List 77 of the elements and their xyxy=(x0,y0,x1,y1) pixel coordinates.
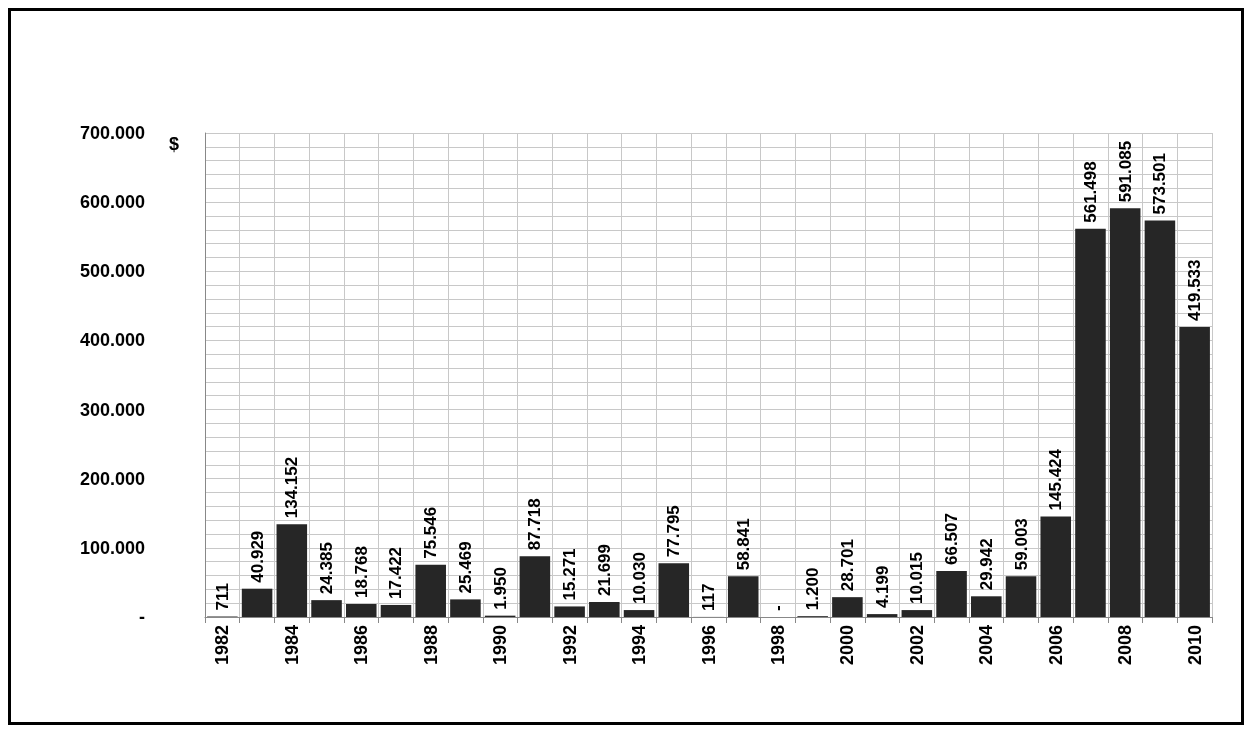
y-tick-label: 500.000 xyxy=(79,261,145,282)
bar xyxy=(380,604,412,617)
x-tick-label: 1994 xyxy=(629,625,650,666)
bar xyxy=(623,610,655,617)
x-tick-label: 2008 xyxy=(1115,625,1136,666)
bar xyxy=(276,524,308,617)
bar xyxy=(345,604,377,617)
y-tick-label: 100.000 xyxy=(79,537,145,558)
data-label: 40.929 xyxy=(247,530,267,583)
bar xyxy=(589,602,620,617)
bar xyxy=(519,556,551,617)
bar xyxy=(658,563,690,617)
bar xyxy=(311,600,342,617)
data-label: 561.498 xyxy=(1080,161,1100,223)
x-tick-label: 1996 xyxy=(698,625,719,666)
data-label: - xyxy=(768,605,788,611)
bar xyxy=(1040,516,1072,617)
data-label: 66.507 xyxy=(942,513,962,566)
data-label: 10.015 xyxy=(907,552,927,605)
data-label: 75.546 xyxy=(421,506,441,559)
bar xyxy=(241,588,273,617)
data-label: 573.501 xyxy=(1150,153,1170,215)
y-axis-title: $ xyxy=(169,134,180,154)
bar xyxy=(1179,326,1210,617)
data-label: 134.152 xyxy=(282,456,302,519)
data-label: 145.424 xyxy=(1046,448,1066,511)
data-label: 18.768 xyxy=(351,546,371,599)
data-label: 25.469 xyxy=(455,541,475,594)
x-tick-label: 2010 xyxy=(1184,625,1205,666)
data-label: 29.942 xyxy=(976,538,996,591)
bar xyxy=(1005,576,1037,617)
data-label: 4.199 xyxy=(872,565,892,609)
y-tick-label: 600.000 xyxy=(79,192,145,213)
bar xyxy=(1075,228,1106,617)
bar xyxy=(727,576,759,617)
data-label: 87.718 xyxy=(525,498,545,551)
data-label: 59.003 xyxy=(1011,518,1031,571)
data-label: 1.200 xyxy=(803,567,823,611)
y-tick-label: 700.000 xyxy=(79,123,145,143)
data-label: 17.422 xyxy=(386,546,406,599)
bar xyxy=(866,614,898,617)
bar xyxy=(450,599,481,617)
y-tick-label: 400.000 xyxy=(79,330,145,351)
x-tick-label: 2004 xyxy=(976,625,997,666)
data-label: 1.950 xyxy=(490,567,510,610)
data-label: 117 xyxy=(699,583,718,611)
bar xyxy=(1109,208,1141,617)
x-tick-label: 2002 xyxy=(906,625,927,666)
x-tick-label: 1992 xyxy=(559,625,580,666)
data-label: 24.385 xyxy=(317,542,337,595)
bar xyxy=(554,606,585,617)
data-label: 77.795 xyxy=(664,505,684,558)
bar xyxy=(832,597,863,617)
x-tick-label: 2000 xyxy=(837,625,858,666)
x-tick-label: 1998 xyxy=(767,625,788,666)
data-label: 28.701 xyxy=(837,539,857,592)
bar xyxy=(901,610,933,617)
bar xyxy=(415,564,446,617)
data-label: 419.533 xyxy=(1185,259,1205,321)
data-label: 10.030 xyxy=(629,552,649,605)
x-tick-label: 1982 xyxy=(212,625,233,666)
bar xyxy=(936,571,967,617)
data-label: 58.841 xyxy=(733,518,753,571)
data-label: 15.271 xyxy=(560,548,580,601)
y-tick-label: 300.000 xyxy=(79,399,145,420)
data-label: 591.085 xyxy=(1115,140,1135,203)
x-tick-label: 1988 xyxy=(420,625,441,666)
y-tick-label: - xyxy=(139,607,145,627)
bar xyxy=(971,596,1002,617)
y-tick-label: 200.000 xyxy=(79,468,145,489)
data-label: 711 xyxy=(212,583,232,611)
x-tick-label: 2006 xyxy=(1045,625,1066,666)
bar xyxy=(1144,220,1176,617)
data-label: 21.699 xyxy=(594,544,614,596)
x-tick-label: 1986 xyxy=(351,625,372,666)
x-tick-label: 1984 xyxy=(281,625,302,666)
x-tick-label: 1990 xyxy=(490,625,511,666)
